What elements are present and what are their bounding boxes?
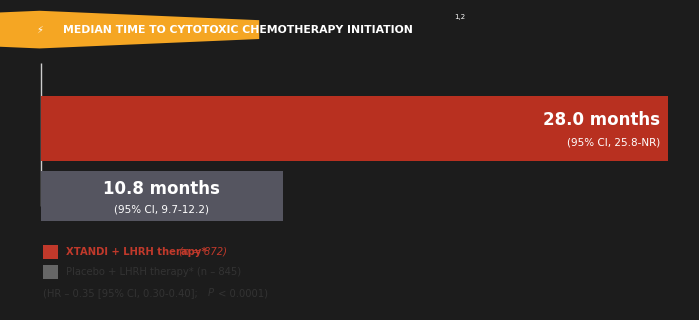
Text: ⚡: ⚡ (36, 25, 43, 35)
Text: (HR – 0.35 [95% CI, 0.30-0.40];: (HR – 0.35 [95% CI, 0.30-0.40]; (43, 288, 201, 299)
Text: < 0.0001): < 0.0001) (215, 288, 268, 299)
Text: XTANDI + LHRH therapy*: XTANDI + LHRH therapy* (66, 247, 206, 257)
FancyBboxPatch shape (41, 96, 668, 161)
Text: Placebo + LHRH therapy* (n – 845): Placebo + LHRH therapy* (n – 845) (66, 267, 240, 277)
Text: (95% CI, 25.8-NR): (95% CI, 25.8-NR) (567, 138, 661, 148)
Text: P: P (208, 288, 214, 299)
Text: (n = 872): (n = 872) (176, 247, 227, 257)
Text: 28.0 months: 28.0 months (543, 111, 661, 129)
FancyBboxPatch shape (41, 171, 283, 220)
Text: MEDIAN TIME TO CYTOTOXIC CHEMOTHERAPY INITIATION: MEDIAN TIME TO CYTOTOXIC CHEMOTHERAPY IN… (63, 25, 412, 35)
Text: 10.8 months: 10.8 months (103, 180, 220, 197)
FancyBboxPatch shape (43, 245, 57, 259)
FancyBboxPatch shape (43, 265, 57, 279)
Text: (95% CI, 9.7-12.2): (95% CI, 9.7-12.2) (115, 204, 210, 215)
Text: 1,2: 1,2 (454, 14, 465, 20)
